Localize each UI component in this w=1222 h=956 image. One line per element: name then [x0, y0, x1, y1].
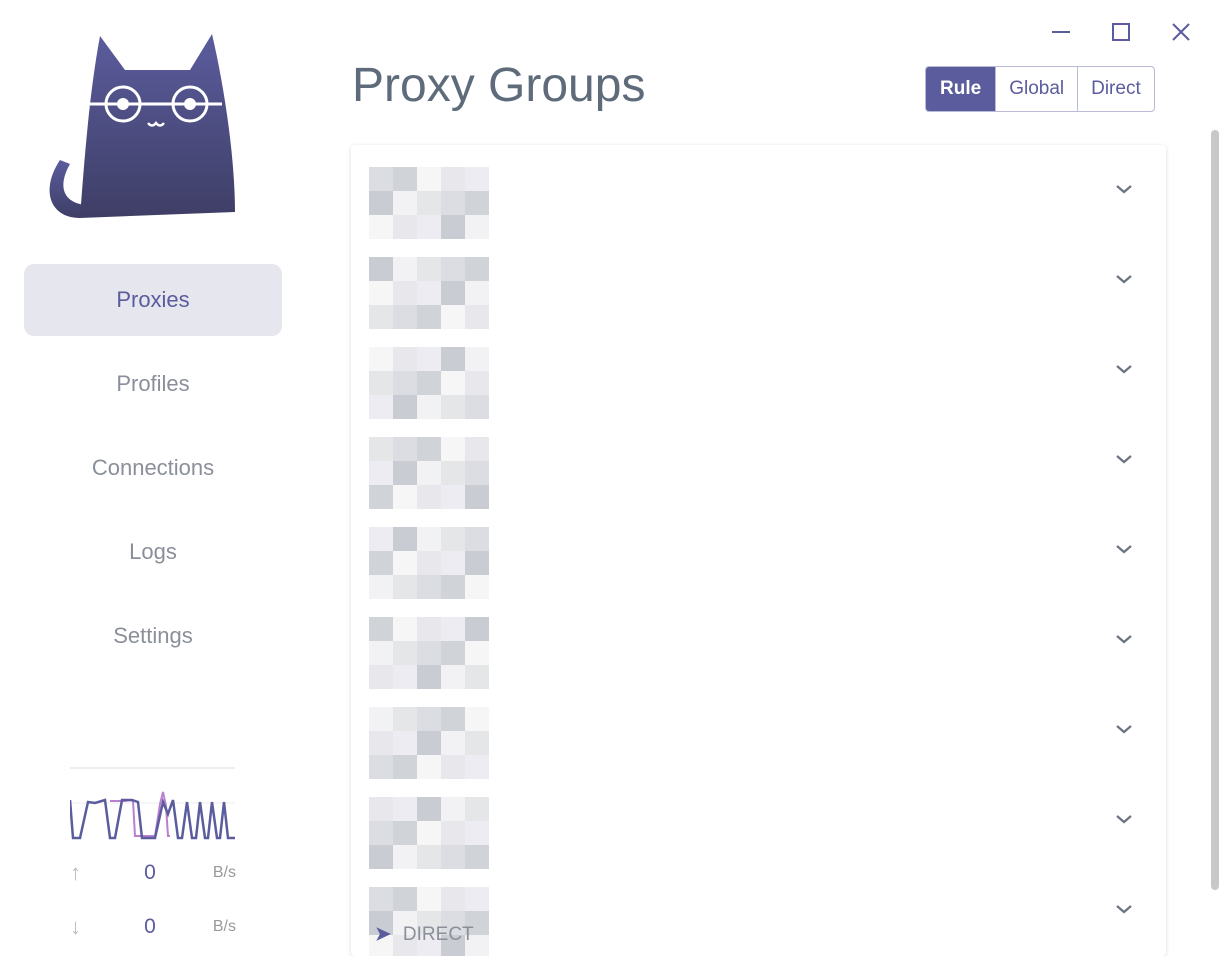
mode-switch: Rule Global Direct — [925, 66, 1155, 112]
redacted-group-name — [369, 257, 489, 329]
chevron-down-icon[interactable] — [1112, 717, 1136, 741]
redacted-group-name — [369, 167, 489, 239]
traffic-graph — [70, 767, 235, 840]
cat-logo — [49, 34, 235, 218]
redacted-group-name — [369, 797, 489, 869]
sidebar-item-proxies[interactable]: Proxies — [24, 264, 282, 336]
chevron-down-icon[interactable] — [1112, 177, 1136, 201]
chevron-down-icon[interactable] — [1112, 537, 1136, 561]
proxy-group-list: ➤ DIRECT — [351, 145, 1166, 956]
maximize-icon[interactable] — [1107, 18, 1135, 46]
close-icon[interactable] — [1167, 18, 1195, 46]
sidebar-item-connections[interactable]: Connections — [91, 455, 215, 480]
chevron-down-icon[interactable] — [1112, 897, 1136, 921]
proxy-group-row[interactable] — [351, 505, 1166, 599]
upload-speed: ↑ 0 B/s — [70, 858, 236, 888]
chevron-down-icon[interactable] — [1112, 357, 1136, 381]
sidebar-item-logs[interactable]: Logs — [129, 539, 177, 564]
mode-global-button[interactable]: Global — [995, 67, 1077, 111]
sidebar: Proxies Profiles Connections Logs Settin… — [0, 0, 305, 956]
mode-direct-button[interactable]: Direct — [1077, 67, 1154, 111]
download-value: 0 — [144, 915, 156, 938]
proxy-group-row[interactable] — [351, 415, 1166, 509]
minimize-icon[interactable] — [1047, 18, 1075, 46]
redacted-group-name — [369, 617, 489, 689]
sidebar-item-profiles[interactable]: Profiles — [116, 371, 190, 396]
proxy-group-row[interactable] — [351, 325, 1166, 419]
redacted-group-name — [369, 437, 489, 509]
redacted-group-name — [369, 707, 489, 779]
arrow-up-icon: ↑ — [70, 860, 81, 885]
chevron-down-icon[interactable] — [1112, 627, 1136, 651]
proxy-group-row[interactable] — [351, 595, 1166, 689]
proxy-group-row[interactable] — [351, 685, 1166, 779]
send-icon: ➤ — [375, 924, 391, 945]
arrow-down-icon: ↓ — [70, 914, 81, 939]
proxy-group-row[interactable] — [351, 775, 1166, 869]
selected-proxy: ➤ DIRECT — [375, 923, 474, 946]
chevron-down-icon[interactable] — [1112, 807, 1136, 831]
upload-value: 0 — [144, 861, 156, 884]
proxy-group-row[interactable] — [351, 865, 1166, 956]
sidebar-item-settings[interactable]: Settings — [113, 623, 193, 648]
mode-rule-button[interactable]: Rule — [926, 67, 996, 111]
selected-proxy-name: DIRECT — [402, 923, 474, 945]
scrollbar[interactable] — [1211, 130, 1219, 890]
proxy-group-row[interactable] — [351, 145, 1166, 239]
upload-unit: B/s — [212, 864, 236, 881]
redacted-group-name — [369, 887, 489, 956]
download-speed: ↓ 0 B/s — [70, 912, 236, 942]
page-title: Proxy Groups — [352, 59, 646, 112]
download-unit: B/s — [212, 918, 236, 935]
chevron-down-icon[interactable] — [1112, 447, 1136, 471]
proxy-group-row[interactable] — [351, 235, 1166, 329]
redacted-group-name — [369, 527, 489, 599]
chevron-down-icon[interactable] — [1112, 267, 1136, 291]
redacted-group-name — [369, 347, 489, 419]
